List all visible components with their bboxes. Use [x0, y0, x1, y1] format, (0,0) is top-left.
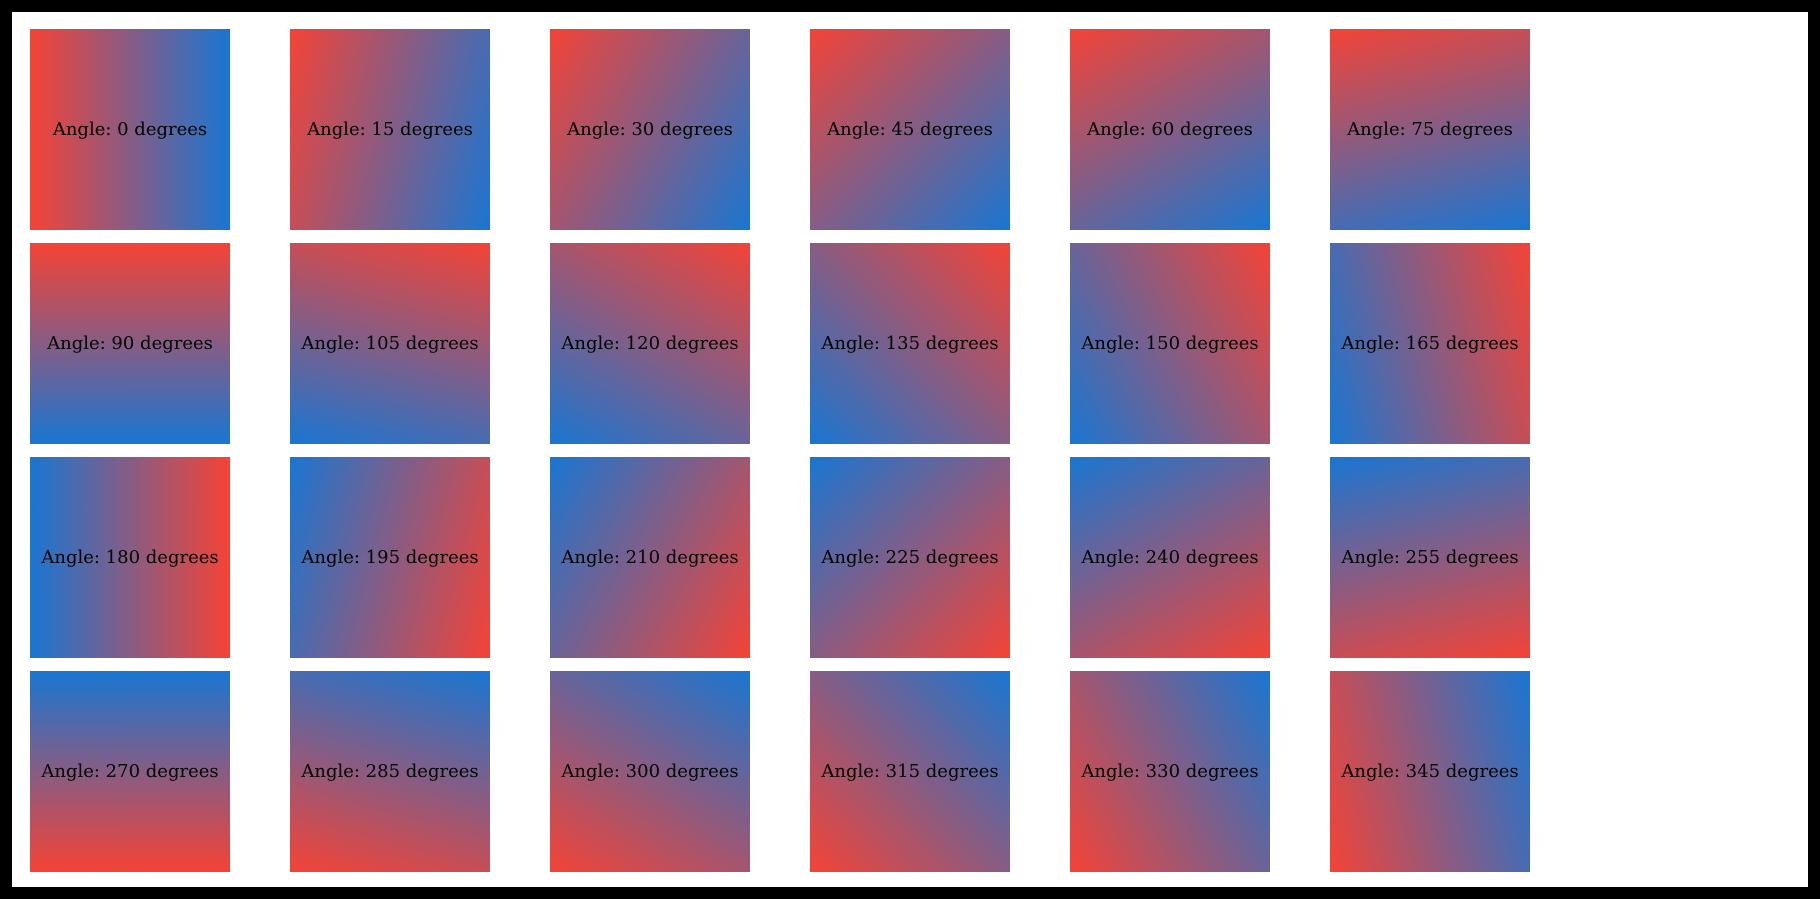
gradient-tile: Angle: 225 degrees	[810, 457, 1010, 658]
gradient-tile: Angle: 105 degrees	[290, 243, 490, 444]
tile-label: Angle: 60 degrees	[1087, 119, 1253, 140]
tile-label: Angle: 225 degrees	[821, 547, 999, 568]
gradient-tile: Angle: 90 degrees	[30, 243, 230, 444]
gradient-tile: Angle: 240 degrees	[1070, 457, 1270, 658]
tile-label: Angle: 15 degrees	[307, 119, 473, 140]
gradient-tile: Angle: 15 degrees	[290, 29, 490, 230]
tile-label: Angle: 150 degrees	[1081, 333, 1259, 354]
gradient-tile: Angle: 75 degrees	[1330, 29, 1530, 230]
gradient-tile: Angle: 30 degrees	[550, 29, 750, 230]
gradient-tile: Angle: 165 degrees	[1330, 243, 1530, 444]
tile-label: Angle: 300 degrees	[561, 761, 739, 782]
tile-label: Angle: 0 degrees	[52, 119, 208, 140]
tile-label: Angle: 180 degrees	[41, 547, 219, 568]
tile-label: Angle: 210 degrees	[561, 547, 739, 568]
gradient-tile: Angle: 315 degrees	[810, 671, 1010, 872]
tile-label: Angle: 330 degrees	[1081, 761, 1259, 782]
gradient-tile: Angle: 210 degrees	[550, 457, 750, 658]
gradient-tile: Angle: 150 degrees	[1070, 243, 1270, 444]
tile-label: Angle: 285 degrees	[301, 761, 479, 782]
tile-label: Angle: 165 degrees	[1341, 333, 1519, 354]
gradient-tile: Angle: 270 degrees	[30, 671, 230, 872]
tile-label: Angle: 30 degrees	[567, 119, 733, 140]
gradient-tile: Angle: 120 degrees	[550, 243, 750, 444]
gradient-tile: Angle: 195 degrees	[290, 457, 490, 658]
gradient-grid: Angle: 0 degrees Angle: 15 degrees Angle…	[12, 12, 1808, 887]
tile-label: Angle: 75 degrees	[1347, 119, 1513, 140]
gradient-tile: Angle: 60 degrees	[1070, 29, 1270, 230]
tile-label: Angle: 315 degrees	[821, 761, 999, 782]
gradient-tile: Angle: 135 degrees	[810, 243, 1010, 444]
tile-label: Angle: 120 degrees	[561, 333, 739, 354]
tile-label: Angle: 45 degrees	[827, 119, 993, 140]
gradient-tile: Angle: 330 degrees	[1070, 671, 1270, 872]
gradient-tile: Angle: 0 degrees	[30, 29, 230, 230]
tile-label: Angle: 255 degrees	[1341, 547, 1519, 568]
gradient-tile: Angle: 180 degrees	[30, 457, 230, 658]
gradient-tile: Angle: 300 degrees	[550, 671, 750, 872]
tile-label: Angle: 105 degrees	[301, 333, 479, 354]
gradient-tile: Angle: 255 degrees	[1330, 457, 1530, 658]
tile-label: Angle: 270 degrees	[41, 761, 219, 782]
gradient-tile: Angle: 285 degrees	[290, 671, 490, 872]
tile-label: Angle: 195 degrees	[301, 547, 479, 568]
tile-label: Angle: 240 degrees	[1081, 547, 1259, 568]
tile-label: Angle: 135 degrees	[821, 333, 999, 354]
gradient-tile: Angle: 45 degrees	[810, 29, 1010, 230]
tile-label: Angle: 90 degrees	[47, 333, 213, 354]
tile-label: Angle: 345 degrees	[1341, 761, 1519, 782]
gradient-tile: Angle: 345 degrees	[1330, 671, 1530, 872]
